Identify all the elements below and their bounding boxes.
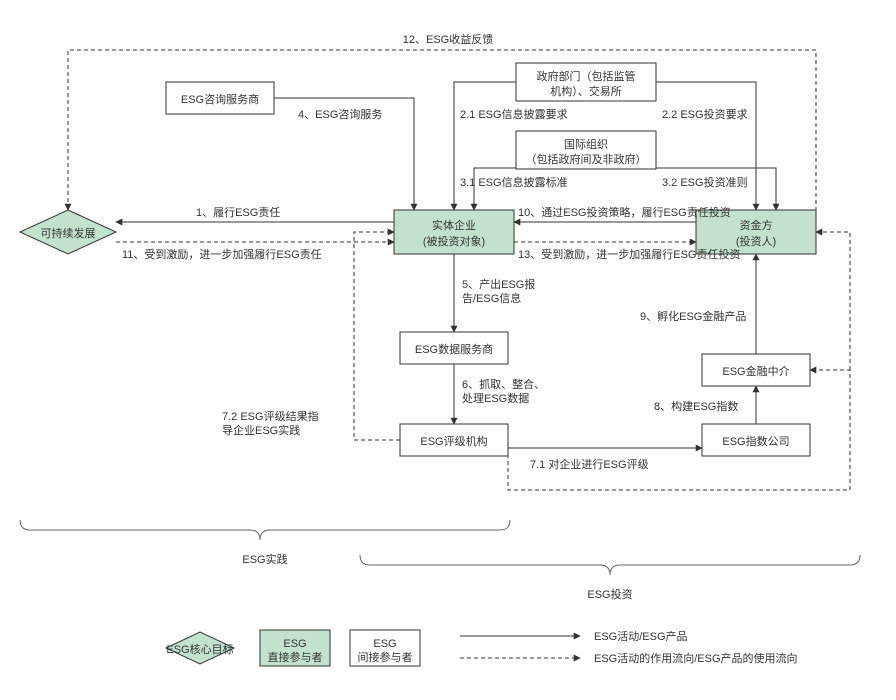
- edge-12-label: 12、ESG收益反馈: [403, 32, 493, 46]
- node-data-provider-label: ESG数据服务商: [415, 342, 493, 356]
- node-gov-label2: 机构）、交易所: [550, 84, 622, 98]
- edge-2-1-label: 2.1 ESG信息披露要求: [460, 107, 568, 121]
- edge-5-label-b: 告/ESG信息: [462, 291, 521, 305]
- edge-3-2-label: 3.2 ESG投资准则: [662, 175, 748, 189]
- diagram-canvas: 12、ESG收益反馈 政府部门（包括监管 机构）、交易所 2.1 ESG信息披露…: [0, 0, 896, 700]
- bracket-practice: [20, 520, 510, 540]
- edge-13-label: 13、受到激励，进一步加强履行ESG责任投资: [518, 247, 740, 261]
- bracket-practice-label: ESG实践: [242, 552, 287, 566]
- node-gov-label1: 政府部门（包括监管: [537, 69, 636, 83]
- bracket-invest-label: ESG投资: [587, 587, 632, 601]
- bracket-invest: [360, 555, 860, 575]
- edge-8-label: 8、构建ESG指数: [654, 399, 738, 413]
- edge-4-label: 4、ESG咨询服务: [298, 107, 382, 121]
- edge-9-label: 9、孵化ESG金融产品: [640, 309, 746, 323]
- node-intl-label2: （包括政府间及非政府）: [526, 152, 647, 166]
- edge-2-2-label: 2.2 ESG投资要求: [662, 107, 748, 121]
- legend-green-label1: ESG: [283, 638, 306, 650]
- edge-7-2: [354, 232, 400, 440]
- edge-1-label: 1、履行ESG责任: [196, 206, 280, 219]
- legend-white-label1: ESG: [373, 638, 396, 650]
- edge-10-label: 10、通过ESG投资策略，履行ESG责任投资: [518, 205, 731, 219]
- legend-diamond-label: ESG核心目标: [166, 642, 233, 656]
- node-entity-label1: 实体企业: [432, 218, 476, 232]
- node-fin-intermediary-label: ESG金融中介: [722, 364, 789, 378]
- edge-12: [68, 50, 816, 232]
- edge-7-1-label: 7.1 对企业进行ESG评级: [530, 457, 649, 471]
- node-investor-label2: (投资人): [736, 234, 776, 248]
- node-intl-label1: 国际组织: [564, 137, 608, 151]
- node-consult-label: ESG咨询服务商: [181, 92, 259, 106]
- edge-5-label-a: 5、产出ESG报: [462, 277, 535, 291]
- node-index-company-label: ESG指数公司: [722, 434, 789, 448]
- node-sustainable-label: 可持续发展: [41, 226, 96, 240]
- legend-dashed-label: ESG活动的作用流向/ESG产品的使用流向: [594, 651, 798, 665]
- edge-7-2-label-b: 导企业ESG实践: [222, 423, 300, 437]
- edge-11-label: 11、受到激励，进一步加强履行ESG责任: [122, 247, 322, 261]
- legend-white-label2: 间接参与者: [358, 650, 413, 664]
- legend: ESG核心目标 ESG 直接参与者 ESG 间接参与者 ESG活动/ESG产品 …: [166, 629, 798, 666]
- edge-right-loop-2: [816, 232, 850, 370]
- node-rating-label: ESG评级机构: [420, 434, 487, 448]
- legend-green-label2: 直接参与者: [268, 650, 323, 664]
- edge-6-label-b: 处理ESG数据: [462, 391, 529, 405]
- edge-3-1-label: 3.1 ESG信息披露标准: [460, 175, 568, 189]
- node-investor-label1: 资金方: [740, 218, 773, 232]
- node-entity-label2: (被投资对象): [423, 234, 485, 248]
- edge-6-label-a: 6、抓取、整合、: [462, 377, 545, 391]
- edge-7-2-label-a: 7.2 ESG评级结果指: [222, 409, 319, 423]
- edge-2-2: [656, 82, 756, 210]
- edge-2-1: [454, 82, 516, 210]
- legend-solid-label: ESG活动/ESG产品: [594, 629, 688, 643]
- edge-3-1: [474, 168, 516, 210]
- edge-3-2: [656, 168, 776, 210]
